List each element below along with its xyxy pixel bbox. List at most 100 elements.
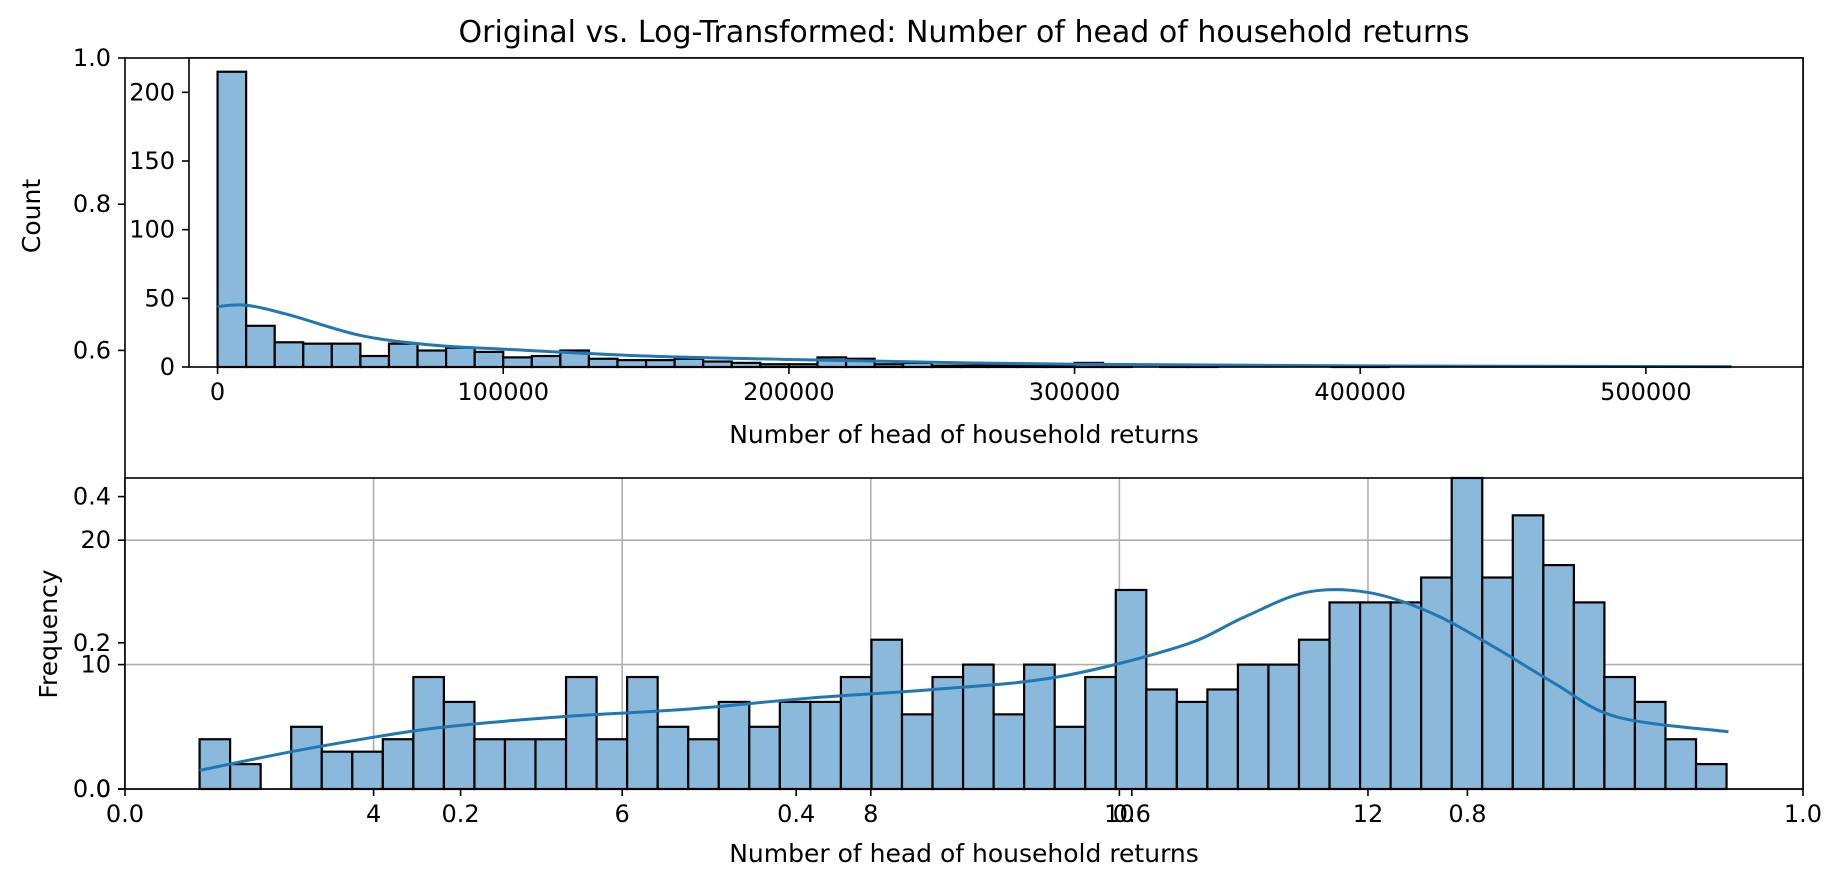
top-bar [530,354,562,369]
top-plot-area [189,58,1803,367]
bottom-x-axis-label: Number of head of household returns [729,839,1199,868]
bottom-bar [717,700,751,791]
bottom-bar [1175,700,1209,791]
bottom-x-ticks: 4 6 8 10 12 [366,789,1383,828]
ghost-y-tick-label: 0.6 [73,336,111,364]
bottom-bar [1297,638,1331,791]
ghost-x-ticks: 0.0 0.2 0.4 0.6 0.8 1.0 [106,789,1822,828]
bottom-bar [687,738,720,791]
bottom-bar [442,700,476,791]
ghost-y-ticks: 0.0 0.2 0.4 0.6 0.8 1.0 [73,44,125,803]
bottom-kde-line [199,588,1729,772]
bottom-x-tick-label: 12 [1353,800,1384,828]
ghost-y-tick-label: 0.8 [73,190,111,218]
figure-title: Original vs. Log-Transformed: Number of … [459,15,1470,50]
top-x-tick-label: 0 [210,378,225,406]
top-subplot: 0 100000 200000 300000 400000 500000 0 50 100 15… [17,57,1804,449]
bottom-x-tick-label: 10 [1104,800,1135,828]
bottom-bar [992,713,1026,791]
bottom-bar [381,738,415,791]
ghost-y-tick-label: 1.0 [73,44,111,72]
top-bar [416,349,448,369]
bottom-bar [1114,588,1148,791]
top-bar [473,350,505,369]
top-x-tick-label: 500000 [1600,378,1692,406]
bottom-axes-frame [124,477,1804,790]
bottom-bar [961,663,995,791]
bottom-x-tick-label: 6 [615,800,630,828]
bottom-bar [1511,514,1545,791]
bottom-bar [412,675,445,791]
bottom-y-tick-label: 10 [80,651,111,679]
bottom-bar [900,713,934,791]
bottom-bar [1053,725,1087,791]
bottom-bar [626,675,659,791]
top-x-tick-label: 400000 [1314,378,1406,406]
top-y-tick-label: 50 [144,284,175,312]
bottom-bar [1267,663,1301,791]
bottom-bar [595,738,629,791]
bottom-y-axis-label: Frequency [34,569,63,698]
top-bar [387,342,419,369]
top-bar [245,324,276,369]
top-bar [302,342,333,369]
top-bar [444,346,476,369]
top-bar [502,356,533,369]
bottom-bar [1328,601,1362,791]
ghost-y-tick-label: 0.2 [73,629,111,657]
bottom-bar [931,675,965,791]
ghost-x-tick-label: 0.2 [442,800,480,828]
top-axes-frame [188,57,1804,368]
top-x-axis-label: Number of head of household returns [729,420,1199,449]
bottom-y-tick-label: 20 [80,526,111,554]
top-y-axis-label: Count [17,179,46,253]
ghost-x-tick-label: 0.0 [106,800,144,828]
bottom-bar [809,700,843,791]
bottom-bar [1664,738,1698,791]
bottom-bar [229,763,262,791]
bottom-x-tick-label: 8 [863,800,878,828]
top-y-tick-label: 150 [129,147,175,175]
bottom-x-tick-label: 4 [366,800,381,828]
bottom-y-tick-label: 0 [96,775,111,803]
bottom-bar [1084,675,1117,791]
bottom-bar [503,738,537,791]
top-bar [644,359,676,369]
bottom-bar [1633,700,1667,791]
bottom-bar [1206,688,1240,791]
bottom-bar [564,675,598,791]
bottom-bars [198,476,1728,791]
top-x-tick-label: 200000 [743,378,835,406]
bottom-y-ticks: 0 10 20 [80,526,125,803]
bottom-bar [1023,663,1056,791]
bottom-bar [473,738,507,791]
top-bar [216,70,248,369]
ghost-y-tick-label: 0.0 [73,775,111,803]
top-bar [702,360,733,369]
bottom-bar [1358,601,1392,791]
bottom-bar [748,725,781,791]
top-bar [587,357,619,369]
top-kde-line [217,303,1732,369]
bottom-bar [1603,675,1637,791]
top-bar [273,341,305,369]
bottom-bar [778,700,812,791]
ghost-y-tick-label: 0.4 [73,483,111,511]
bottom-bar [1450,476,1484,791]
top-bar [673,357,705,369]
bottom-bar [534,738,568,791]
top-x-tick-label: 100000 [457,378,549,406]
bottom-bar [351,750,384,791]
top-y-tick-label: 100 [129,216,175,244]
bottom-bar [1572,601,1606,791]
ghost-x-tick-label: 1.0 [1784,800,1822,828]
bottom-bar [1236,663,1270,791]
bottom-bar [1389,601,1423,791]
top-y-tick-label: 200 [129,78,175,106]
top-y-tick-label: 0 [160,353,175,381]
bottom-bar [1481,576,1514,791]
top-x-tick-label: 300000 [1029,378,1121,406]
top-x-ticks: 0 100000 200000 300000 400000 500000 [210,367,1692,406]
bottom-bar [1694,763,1728,791]
